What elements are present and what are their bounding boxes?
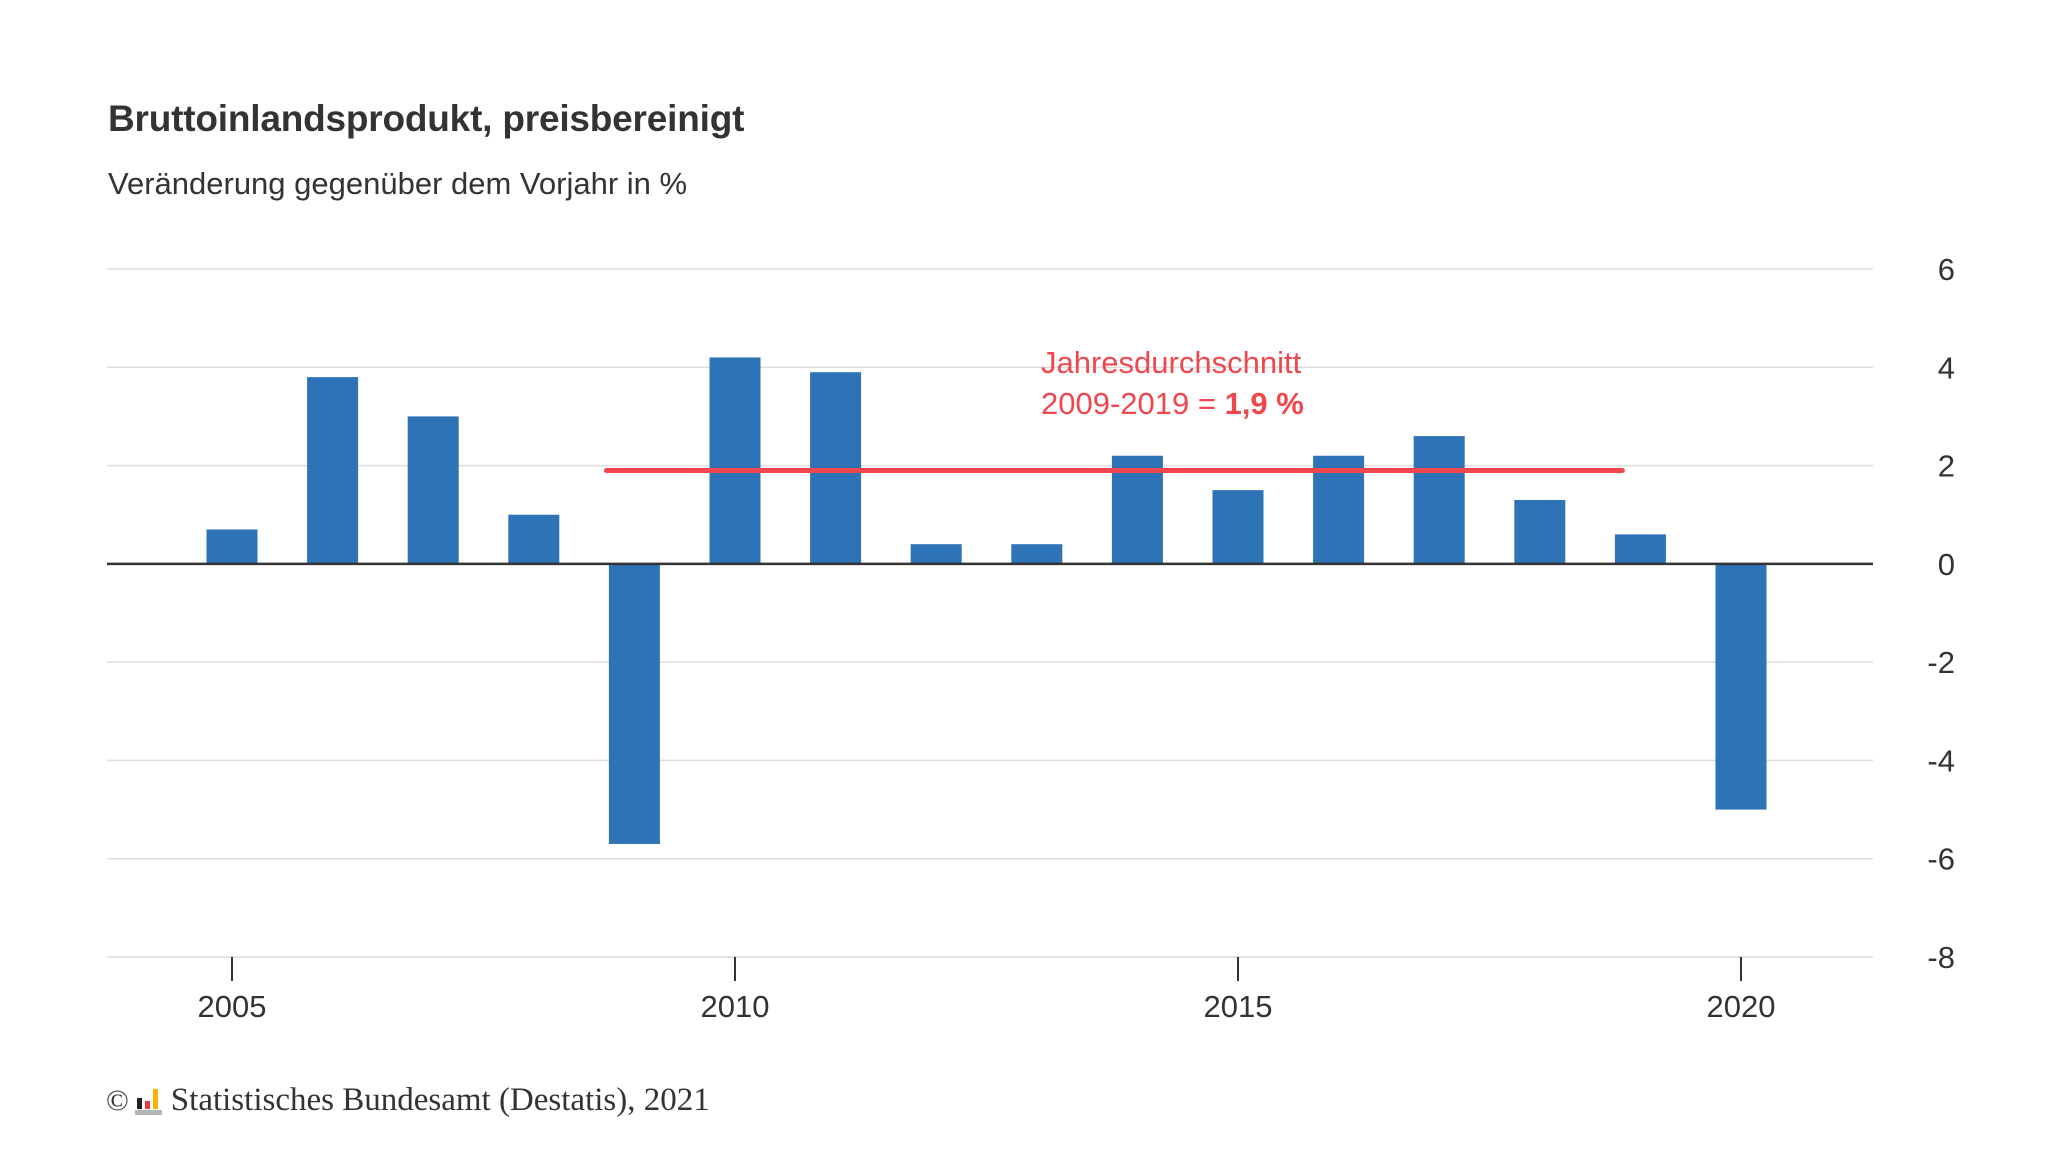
bar-2008	[508, 514, 560, 564]
bar-2010	[709, 357, 761, 564]
average-annotation-range: 2009-2019 =	[1041, 386, 1225, 421]
bar-2006	[307, 377, 359, 564]
y-tick-label: 2	[1938, 449, 1955, 484]
y-tick-label: -4	[1927, 743, 1955, 778]
y-tick-label: -8	[1927, 940, 1955, 975]
x-tick-labels: 2005 2010 2015 2020	[198, 989, 1776, 1024]
x-tick-label: 2015	[1204, 989, 1273, 1024]
y-tick-label: 6	[1938, 252, 1955, 287]
x-tick-label: 2010	[701, 989, 770, 1024]
bar-2009	[608, 563, 660, 844]
bar-2017	[1413, 436, 1465, 564]
y-tick-label: -2	[1927, 645, 1955, 680]
bar-2005	[206, 529, 258, 564]
average-annotation-line1: Jahresdurchschnitt	[1041, 345, 1302, 380]
bar-2012	[910, 544, 962, 564]
bar-2016	[1313, 455, 1365, 564]
source-text: Statistisches Bundesamt (Destatis), 2021	[170, 1082, 710, 1118]
x-tick-label: 2005	[198, 989, 267, 1024]
destatis-logo-icon	[134, 1087, 162, 1115]
x-tick-label: 2020	[1707, 989, 1776, 1024]
bars	[206, 357, 1767, 844]
gridlines	[107, 268, 1873, 958]
y-tick-labels: 6 4 2 0 -2 -4 -6 -8	[1927, 252, 1955, 975]
bar-2014	[1111, 455, 1163, 564]
y-tick-label: 4	[1938, 350, 1955, 385]
source-footer: © Statistisches Bundesamt (Destatis), 20…	[106, 1082, 710, 1119]
chart-subtitle: Veränderung gegenüber dem Vorjahr in %	[108, 166, 688, 201]
y-tick-label: 0	[1938, 547, 1955, 582]
bar-2019	[1614, 534, 1666, 564]
average-annotation-value: 1,9 %	[1225, 386, 1304, 421]
copyright-symbol: ©	[106, 1083, 129, 1117]
average-annotation-line2: 2009-2019 = 1,9 %	[1041, 386, 1304, 421]
bar-2013	[1011, 544, 1063, 564]
chart-title: Bruttoinlandsprodukt, preisbereinigt	[108, 98, 745, 139]
bar-2018	[1514, 499, 1566, 564]
bar-2007	[407, 416, 459, 564]
y-tick-label: -6	[1927, 842, 1955, 877]
bar-2020	[1715, 563, 1767, 810]
bar-2015	[1212, 490, 1264, 564]
axes	[107, 562, 1873, 981]
